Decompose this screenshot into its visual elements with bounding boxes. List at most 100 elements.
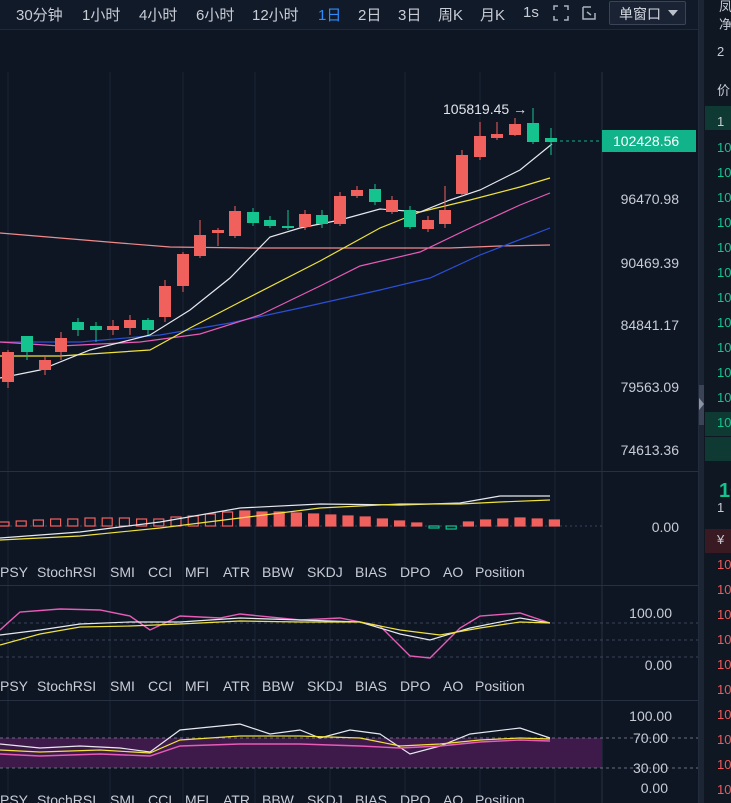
order-book-row[interactable]: 10	[717, 215, 731, 230]
order-book-row[interactable]: 10	[717, 582, 731, 597]
order-book-row[interactable]: 2	[717, 44, 725, 59]
tab-atr[interactable]: ATR	[223, 792, 250, 803]
order-book-row[interactable]: 10	[717, 415, 731, 430]
macd-bar	[514, 517, 526, 527]
candle-body	[2, 352, 14, 382]
tab-stochrsi[interactable]: StochRSI	[37, 678, 97, 694]
order-book-row[interactable]: 1	[717, 114, 725, 129]
tab-dpo[interactable]: DPO	[400, 564, 431, 580]
order-book-row[interactable]: 价	[717, 83, 731, 98]
tab-smi[interactable]: SMI	[110, 564, 135, 580]
tab-cci[interactable]: CCI	[148, 564, 173, 580]
tab-cci[interactable]: CCI	[148, 792, 173, 803]
tab-dpo[interactable]: DPO	[400, 792, 431, 803]
order-book-row[interactable]: 10	[717, 190, 731, 205]
tf-month[interactable]: 月K	[480, 7, 506, 24]
window-mode-select[interactable]: 单窗口	[609, 1, 686, 25]
stoch-d-line	[0, 620, 551, 646]
tab-psy[interactable]: PSY	[0, 792, 29, 803]
order-book-row[interactable]: 1	[717, 500, 725, 515]
tab-bias[interactable]: BIAS	[355, 792, 387, 803]
tf-1h[interactable]: 1小时	[82, 7, 121, 24]
order-book-row[interactable]: 10	[717, 240, 731, 255]
order-book-row[interactable]: 10	[719, 480, 731, 502]
tf-6h[interactable]: 6小时	[196, 7, 235, 24]
order-book-row[interactable]: 10	[717, 607, 731, 622]
candle-body	[124, 320, 136, 328]
tab-atr[interactable]: ATR	[223, 678, 250, 694]
order-book-row[interactable]: 10	[717, 632, 731, 647]
pane-separator[interactable]	[0, 700, 698, 701]
pane-separator[interactable]	[0, 585, 698, 586]
order-book-row[interactable]: 10	[717, 757, 731, 772]
order-book-row[interactable]: 10	[717, 707, 731, 722]
candle-body	[72, 322, 84, 330]
order-book-strip[interactable]: 凤 净 2 价 1 10 10 10 10 10 10 10 10 10 10 10 10 10 1 ¥10 10 1…	[698, 0, 731, 803]
order-book-row[interactable]: 10	[717, 340, 731, 355]
tab-bbw[interactable]: BBW	[262, 564, 294, 580]
order-book-row[interactable]: 10	[717, 140, 731, 155]
tab-skdj[interactable]: SKDJ	[307, 792, 343, 803]
chart-area[interactable]: 96470.98 90469.39 84841.17 79563.09 7461…	[0, 30, 698, 803]
pane-separator[interactable]	[0, 471, 698, 472]
rsi-axis-tick: 30.00	[632, 760, 668, 776]
order-book-row[interactable]: 10	[717, 315, 731, 330]
tab-dpo[interactable]: DPO	[400, 678, 431, 694]
order-book-row[interactable]: 10	[717, 657, 731, 672]
order-book-row[interactable]: 10	[717, 682, 731, 697]
tab-mfi[interactable]: MFI	[185, 792, 210, 803]
tab-atr[interactable]: ATR	[223, 564, 250, 580]
tab-mfi[interactable]: MFI	[185, 678, 210, 694]
order-book-row[interactable]: 10	[717, 557, 731, 572]
order-book-row[interactable]: 10	[717, 365, 731, 380]
tab-skdj[interactable]: SKDJ	[307, 564, 343, 580]
order-book-row[interactable]: 10	[717, 732, 731, 747]
fullscreen-icon[interactable]	[552, 4, 570, 22]
price-tick: 79563.09	[620, 379, 679, 395]
peak-price-label: 105819.45 →	[443, 101, 528, 117]
tab-position[interactable]: Position	[475, 678, 525, 694]
tab-stochrsi[interactable]: StochRSI	[37, 564, 97, 580]
tab-psy[interactable]: PSY	[0, 678, 29, 694]
tab-bias[interactable]: BIAS	[355, 678, 387, 694]
order-book-row[interactable]: 10	[717, 290, 731, 305]
tab-position[interactable]: Position	[475, 564, 525, 580]
popout-icon[interactable]	[580, 4, 598, 22]
tf-1s[interactable]: 1s	[523, 4, 539, 21]
macd-bar	[49, 518, 62, 527]
tab-bias[interactable]: BIAS	[355, 564, 387, 580]
macd-bar	[445, 525, 457, 530]
tab-ao[interactable]: AO	[443, 792, 464, 803]
tf-2d[interactable]: 2日	[358, 7, 382, 24]
tab-smi[interactable]: SMI	[110, 678, 135, 694]
candle-body	[509, 124, 521, 135]
order-book-row[interactable]: 10	[717, 390, 731, 405]
tab-stochrsi[interactable]: StochRSI	[37, 792, 97, 803]
tab-mfi[interactable]: MFI	[185, 564, 210, 580]
ma5-line	[0, 143, 553, 379]
tab-bbw[interactable]: BBW	[262, 792, 294, 803]
tf-12h[interactable]: 12小时	[252, 7, 299, 24]
tf-1d[interactable]: 1日	[318, 7, 342, 24]
order-book-row[interactable]: 10	[717, 782, 731, 797]
tab-smi[interactable]: SMI	[110, 792, 135, 803]
tab-skdj[interactable]: SKDJ	[307, 678, 343, 694]
order-book-row[interactable]: 10	[717, 165, 731, 180]
tf-3d[interactable]: 3日	[398, 7, 422, 24]
candle-body	[39, 360, 51, 370]
tf-week[interactable]: 周K	[438, 7, 464, 24]
tab-position[interactable]: Position	[475, 792, 525, 803]
tf-4h[interactable]: 4小时	[139, 7, 178, 24]
tab-psy[interactable]: PSY	[0, 564, 29, 580]
tab-cci[interactable]: CCI	[148, 678, 173, 694]
tab-bbw[interactable]: BBW	[262, 678, 294, 694]
tf-30min[interactable]: 30分钟	[16, 7, 63, 24]
ma30-line	[0, 227, 551, 343]
candle-body	[247, 212, 259, 223]
rsi-axis-tick: 100.00	[629, 708, 672, 724]
order-book-row[interactable]: 10	[717, 265, 731, 280]
tab-ao[interactable]: AO	[443, 564, 464, 580]
ma30-path	[0, 227, 551, 343]
order-book-row[interactable]: ¥	[717, 532, 725, 547]
tab-ao[interactable]: AO	[443, 678, 464, 694]
